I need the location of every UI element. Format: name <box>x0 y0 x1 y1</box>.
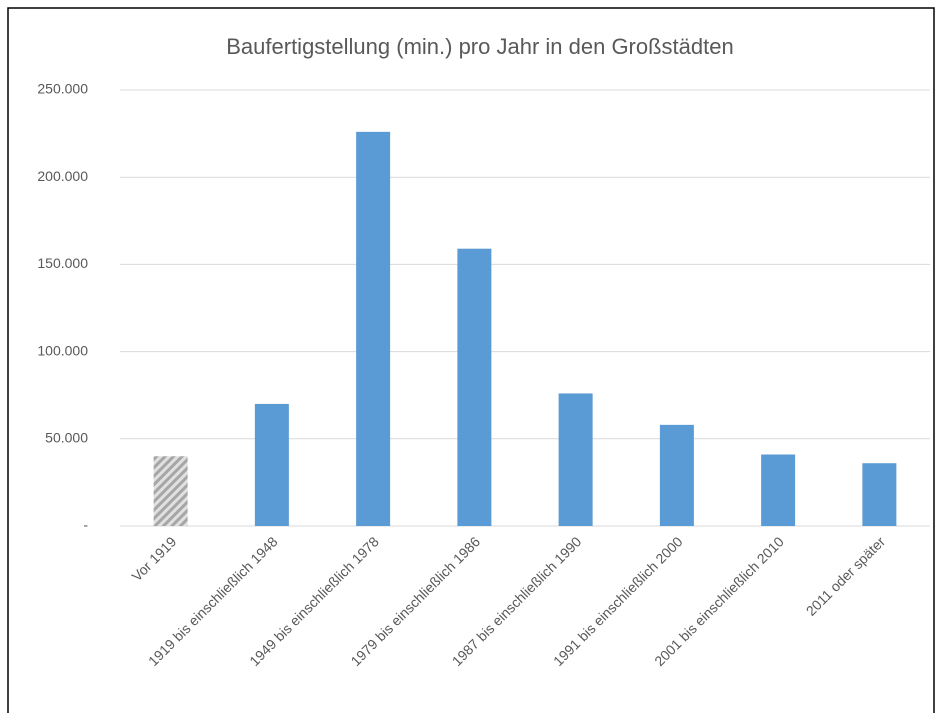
y-tick-label: 200.000 <box>37 168 88 184</box>
y-tick-label: 100.000 <box>37 342 88 358</box>
bar <box>761 454 796 526</box>
y-tick-label: - <box>83 517 88 533</box>
bar <box>659 424 694 526</box>
bar <box>558 393 593 526</box>
bar <box>457 248 492 527</box>
chart-title: Baufertigstellung (min.) pro Jahr in den… <box>226 34 733 59</box>
y-tick-label: 50.000 <box>45 430 88 446</box>
y-tick-label: 250.000 <box>37 81 88 97</box>
bar <box>356 131 391 526</box>
y-tick-label: 150.000 <box>37 255 88 271</box>
bar <box>862 463 897 526</box>
bar <box>254 403 289 526</box>
bar <box>153 456 188 526</box>
